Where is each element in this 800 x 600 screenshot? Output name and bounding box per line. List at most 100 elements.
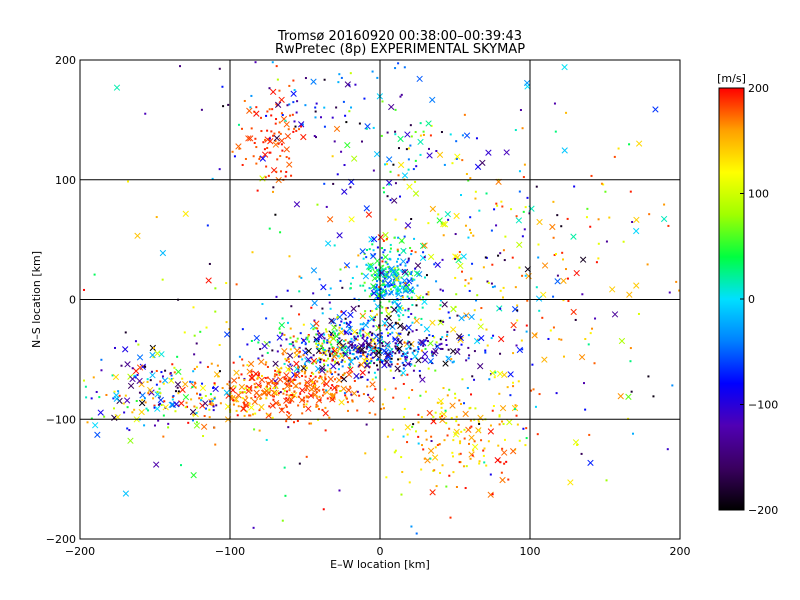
data-point — [376, 280, 379, 283]
data-point — [288, 103, 291, 106]
data-point — [213, 397, 216, 400]
data-point — [381, 361, 384, 364]
data-point — [584, 408, 587, 411]
data-point — [321, 307, 324, 310]
data-point — [303, 405, 306, 408]
data-point — [367, 371, 370, 374]
data-point — [629, 347, 632, 350]
data-point — [287, 398, 290, 401]
data-point — [275, 65, 278, 68]
data-point — [243, 391, 246, 394]
data-point — [393, 283, 396, 286]
data-point — [235, 283, 238, 286]
data-point-cross — [390, 268, 397, 275]
data-point — [186, 405, 189, 408]
data-point — [321, 342, 324, 345]
data-point — [448, 388, 451, 391]
data-point — [342, 100, 345, 103]
data-point — [427, 367, 430, 370]
data-point — [450, 416, 453, 419]
data-point — [368, 265, 371, 268]
data-point — [467, 357, 470, 360]
data-point — [394, 286, 397, 289]
data-point — [365, 127, 368, 130]
data-point — [354, 344, 357, 347]
data-point — [367, 268, 370, 271]
data-point — [486, 280, 489, 283]
data-point — [385, 237, 388, 240]
data-point — [512, 385, 515, 388]
data-point — [286, 104, 289, 107]
data-point — [198, 397, 201, 400]
data-point — [246, 343, 249, 346]
data-point — [513, 408, 516, 411]
data-point — [406, 351, 409, 354]
data-point — [417, 435, 420, 438]
data-point — [536, 433, 539, 436]
data-point — [272, 381, 275, 384]
data-point — [274, 369, 277, 372]
y-tick-label: 100 — [55, 174, 76, 187]
data-point — [326, 370, 329, 373]
data-point — [531, 363, 534, 366]
data-point — [241, 328, 244, 331]
data-point — [441, 258, 444, 261]
data-point-cross — [273, 134, 281, 142]
data-point — [394, 182, 397, 185]
data-point-cross — [369, 381, 376, 388]
data-point — [284, 119, 287, 122]
data-point — [385, 307, 388, 310]
data-point — [518, 170, 521, 173]
data-point — [361, 375, 364, 378]
data-point — [502, 249, 505, 252]
data-point — [525, 324, 528, 327]
data-point — [240, 373, 243, 376]
data-point — [422, 130, 425, 133]
data-point — [404, 309, 407, 312]
data-point-cross — [381, 320, 388, 327]
data-point — [313, 382, 316, 385]
x-axis-label: E–W location [km] — [330, 558, 430, 571]
data-point — [464, 314, 467, 317]
data-point — [411, 321, 414, 324]
data-point — [209, 400, 212, 403]
data-point — [343, 340, 346, 343]
data-point — [206, 224, 209, 227]
data-point — [383, 324, 386, 327]
data-point — [520, 339, 523, 342]
data-point-cross — [359, 369, 366, 376]
data-point — [312, 372, 315, 375]
data-point — [278, 374, 281, 377]
data-point — [504, 235, 507, 238]
data-point — [120, 364, 123, 367]
data-point — [324, 376, 327, 379]
data-point — [279, 231, 282, 234]
data-point — [417, 341, 420, 344]
data-point — [349, 352, 352, 355]
data-point — [319, 375, 322, 378]
data-point-cross — [345, 387, 352, 394]
data-point — [369, 263, 372, 266]
data-point — [573, 185, 576, 188]
data-point — [288, 343, 291, 346]
data-point-cross — [168, 377, 175, 384]
data-point — [467, 334, 470, 337]
data-point — [493, 376, 496, 379]
data-point — [345, 397, 348, 400]
data-point — [295, 129, 298, 132]
data-point — [328, 335, 331, 338]
data-point-cross — [477, 323, 484, 330]
data-point — [457, 423, 460, 426]
data-point-cross — [434, 261, 441, 268]
data-point-cross — [392, 336, 399, 343]
data-point — [251, 413, 254, 416]
data-point-cross — [405, 324, 412, 331]
data-point-cross — [182, 380, 189, 388]
data-point — [323, 348, 326, 351]
data-point — [368, 411, 371, 414]
data-point — [367, 332, 370, 335]
data-point — [364, 351, 367, 354]
data-point — [291, 380, 294, 383]
data-point-cross — [258, 403, 265, 411]
data-point — [348, 357, 351, 360]
